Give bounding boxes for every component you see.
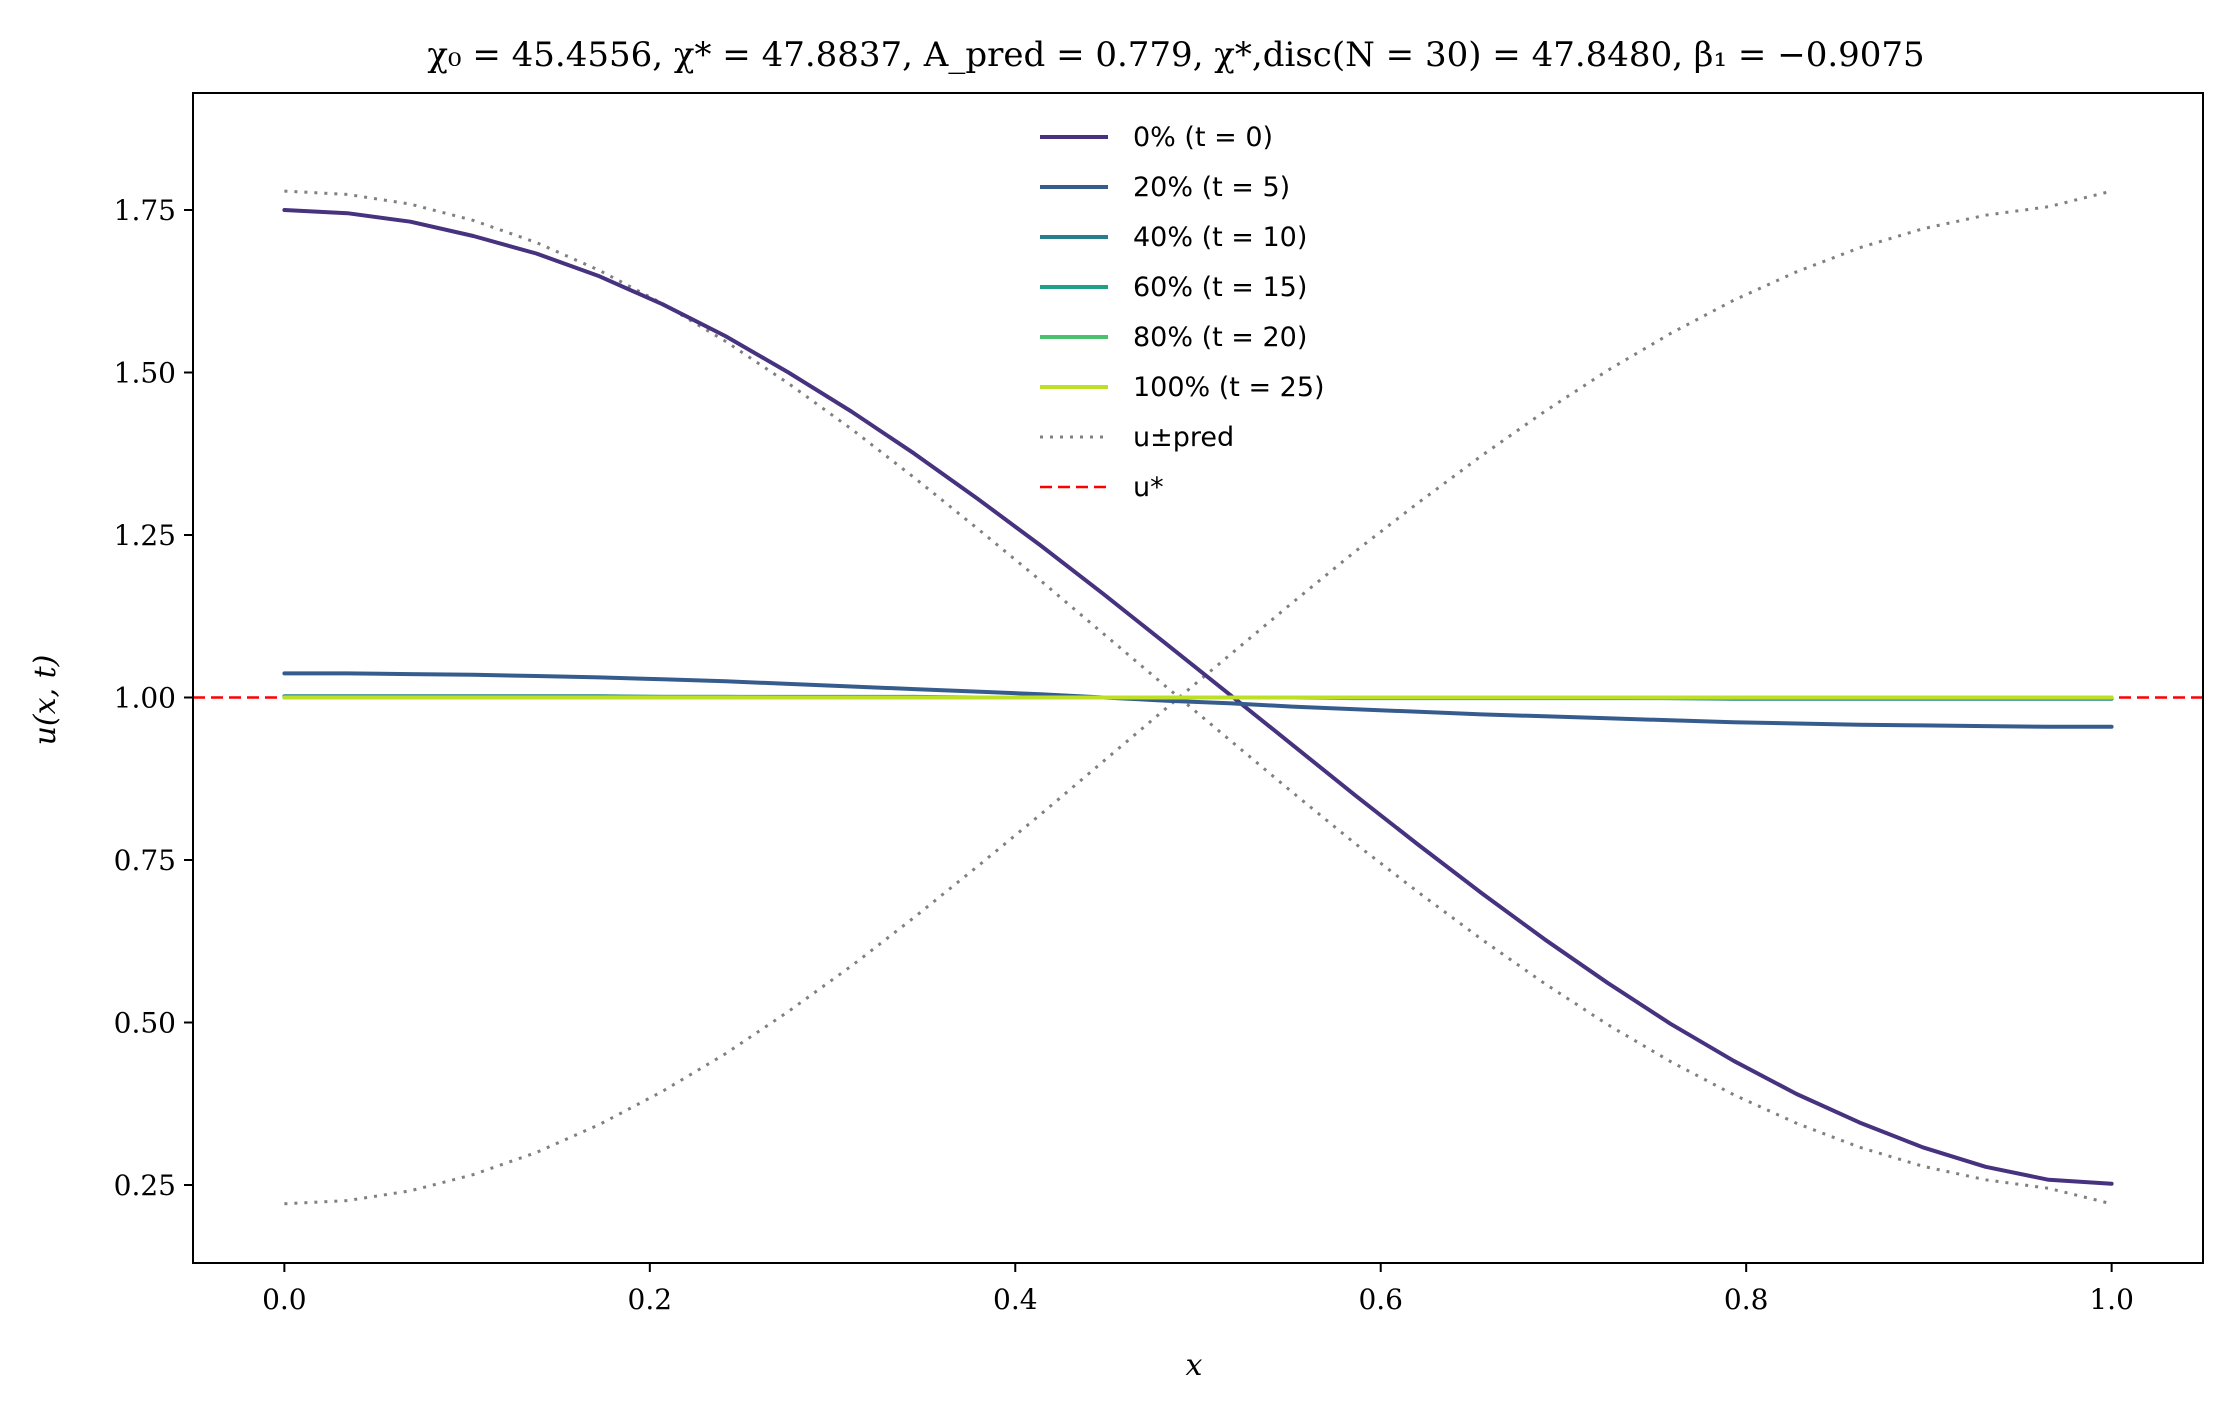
legend-label: u* xyxy=(1133,472,1164,503)
x-tick-label: 0.6 xyxy=(1358,1283,1403,1316)
y-axis: 0.25 0.50 0.75 1.00 1.25 1.50 1.75 xyxy=(114,194,193,1202)
legend: 0% (t = 0) 20% (t = 5) 40% (t = 10) 60% (t … xyxy=(1040,122,1325,503)
chart-title: χ₀ = 45.4556, χ* = 47.8837, A_pred = 0.7… xyxy=(427,35,1924,75)
series-group xyxy=(282,189,2114,1206)
y-tick-label: 1.00 xyxy=(114,682,176,715)
legend-label: 0% (t = 0) xyxy=(1133,122,1273,153)
y-tick-label: 1.75 xyxy=(114,194,176,227)
series-line-1 xyxy=(282,671,2114,729)
x-tick-label: 0.8 xyxy=(1724,1283,1769,1316)
y-tick-label: 1.50 xyxy=(114,357,176,390)
x-tick-label: 0.2 xyxy=(628,1283,673,1316)
legend-label: 60% (t = 15) xyxy=(1133,272,1307,303)
x-axis: 0.0 0.2 0.4 0.6 0.8 1.0 xyxy=(262,1263,2134,1316)
legend-label: 80% (t = 20) xyxy=(1133,322,1307,353)
series-line-0 xyxy=(282,208,2114,1186)
x-tick-label: 1.0 xyxy=(2089,1283,2134,1316)
y-tick-label: 0.50 xyxy=(114,1007,176,1040)
legend-label: u±pred xyxy=(1133,422,1234,453)
y-tick-label: 0.75 xyxy=(114,844,176,877)
legend-label: 100% (t = 25) xyxy=(1133,372,1325,403)
legend-label: 40% (t = 10) xyxy=(1133,222,1307,253)
x-tick-label: 0.4 xyxy=(993,1283,1038,1316)
y-tick-label: 1.25 xyxy=(114,519,176,552)
y-tick-label: 0.25 xyxy=(114,1169,176,1202)
x-axis-label: x xyxy=(1186,1348,1203,1383)
plot-frame xyxy=(192,92,2204,1264)
legend-label: 20% (t = 5) xyxy=(1133,172,1290,203)
x-tick-label: 0.0 xyxy=(262,1283,307,1316)
y-axis-label: u(x, t) xyxy=(28,655,63,746)
